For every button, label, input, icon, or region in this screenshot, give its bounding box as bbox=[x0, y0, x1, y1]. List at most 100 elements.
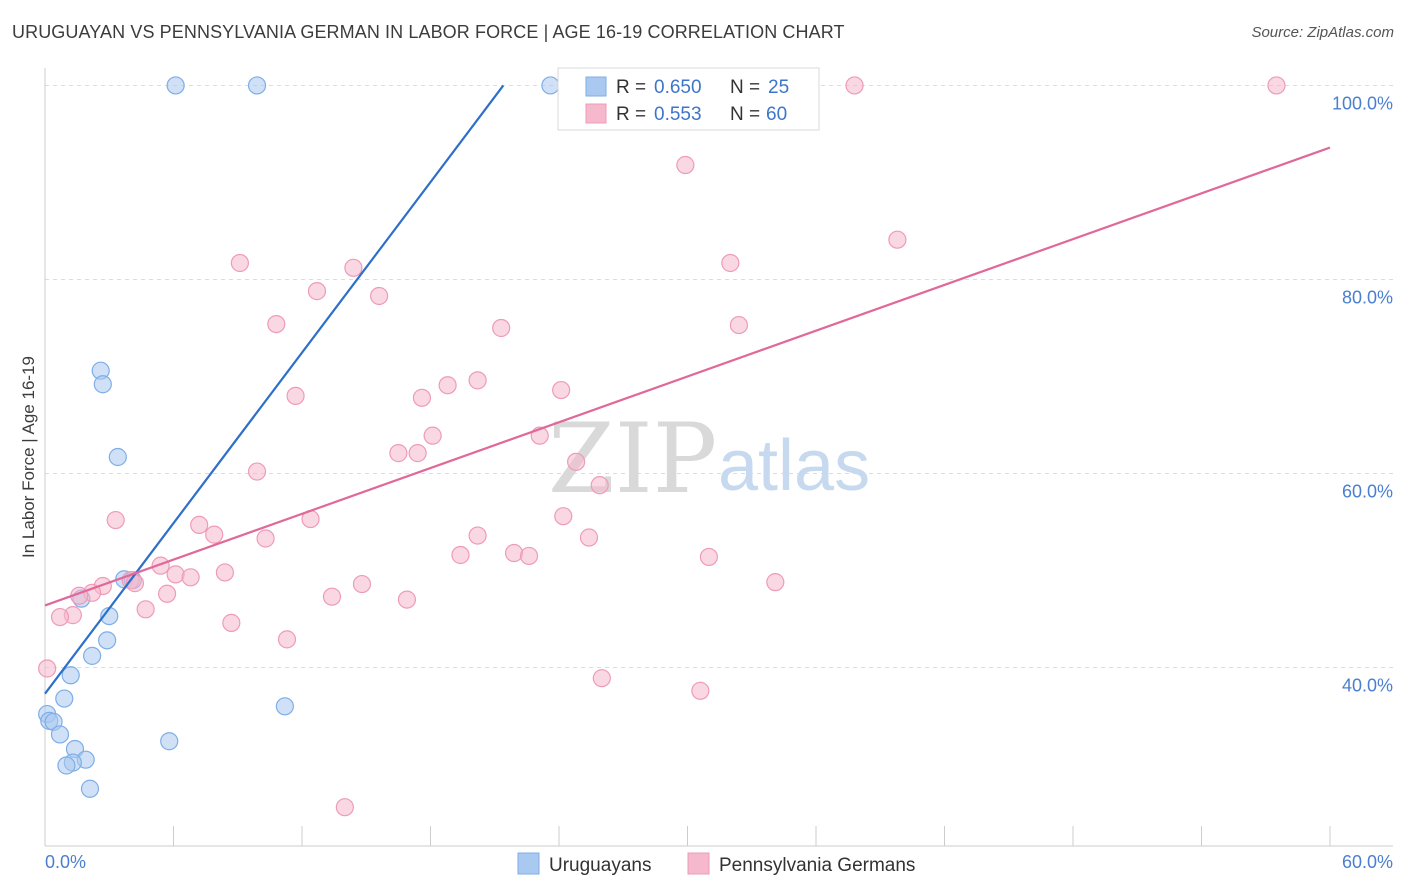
pennsylvania-germans-point-7 bbox=[344, 258, 363, 277]
y-tick-label-80: 80.0% bbox=[1342, 287, 1393, 307]
uruguayans-point-5 bbox=[108, 447, 127, 467]
pennsylvania-germans-point-6 bbox=[721, 253, 740, 273]
pennsylvania-germans-point-33 bbox=[451, 545, 470, 565]
pennsylvania-germans-point-53 bbox=[50, 607, 70, 627]
legend-r-value-uruguayans: 0.650 bbox=[654, 77, 702, 98]
pennsylvania-germans-point-37 bbox=[151, 556, 170, 575]
uruguayans-point-23 bbox=[57, 756, 76, 775]
legend-box: R = 0.650 N = 25 R = 0.553 N = 60 bbox=[557, 67, 820, 131]
bottom-legend-swatch-pennsylvania-germans bbox=[687, 852, 710, 875]
bottom-legend-swatch-uruguayans bbox=[517, 852, 540, 875]
pennsylvania-germans-point-30 bbox=[256, 529, 275, 548]
pennsylvania-germans-point-39 bbox=[181, 568, 200, 587]
pennsylvania-germans-point-10 bbox=[267, 314, 286, 334]
pennsylvania-germans-point-31 bbox=[468, 526, 487, 545]
pennsylvania-germans-point-9 bbox=[370, 286, 389, 306]
pennsylvania-germans-point-24 bbox=[590, 476, 609, 495]
pennsylvania-germans-point-58 bbox=[691, 681, 710, 700]
pennsylvania-germans-point-50 bbox=[397, 590, 417, 609]
pennsylvania-germans-points bbox=[38, 76, 1286, 817]
legend-swatch-uruguayans bbox=[585, 76, 607, 97]
uruguayans-point-11 bbox=[83, 646, 102, 665]
pennsylvania-germans-point-38 bbox=[166, 565, 185, 584]
pennsylvania-germans-point-35 bbox=[519, 546, 539, 566]
x-tick-label-max: 60.0% bbox=[1342, 852, 1393, 872]
pennsylvania-germans-point-22 bbox=[567, 452, 586, 471]
uruguayans-trend-line bbox=[44, 84, 505, 695]
pennsylvania-germans-point-3 bbox=[676, 155, 695, 175]
legend-r-value-pennsylvania-germans: 0.553 bbox=[654, 104, 702, 125]
pennsylvania-germans-trend-line bbox=[44, 146, 1331, 607]
y-axis-label: In Labor Force | Age 16-19 bbox=[19, 356, 38, 558]
bottom-legend-label-pennsylvania-germans: Pennsylvania Germans bbox=[719, 855, 915, 876]
pennsylvania-germans-point-34 bbox=[504, 543, 524, 563]
pennsylvania-germans-point-57 bbox=[592, 669, 611, 688]
y-tick-labels: 40.0% 60.0% 80.0% 100.0% bbox=[1332, 93, 1393, 695]
pennsylvania-germans-point-21 bbox=[408, 444, 427, 463]
y-tick-label-60: 60.0% bbox=[1342, 481, 1393, 501]
pennsylvania-germans-point-16 bbox=[412, 388, 432, 407]
pennsylvania-germans-point-26 bbox=[554, 507, 573, 526]
legend-n-label-uruguayans: N = bbox=[730, 77, 760, 98]
pennsylvania-germans-point-25 bbox=[106, 510, 125, 530]
pennsylvania-germans-point-40 bbox=[215, 563, 234, 582]
uruguayans-point-4 bbox=[93, 375, 112, 394]
pennsylvania-germans-point-18 bbox=[423, 426, 442, 445]
uruguayans-point-12 bbox=[61, 666, 80, 685]
pennsylvania-germans-point-32 bbox=[579, 528, 599, 547]
pennsylvania-germans-point-43 bbox=[352, 574, 372, 594]
bottom-legend-label-uruguayans: Uruguayans bbox=[549, 855, 651, 876]
uruguayans-point-18 bbox=[275, 697, 294, 716]
pennsylvania-germans-point-12 bbox=[729, 315, 749, 335]
pennsylvania-germans-point-54 bbox=[222, 613, 241, 632]
pennsylvania-germans-point-51 bbox=[136, 600, 155, 619]
pennsylvania-germans-point-2 bbox=[1267, 76, 1286, 95]
uruguayans-point-19 bbox=[160, 732, 179, 751]
pennsylvania-germans-point-55 bbox=[277, 630, 297, 649]
uruguayans-point-2 bbox=[541, 76, 560, 95]
legend-swatch-pennsylvania-germans bbox=[585, 103, 607, 124]
source-label: Source: ZipAtlas.com bbox=[1251, 24, 1394, 41]
bottom-legend: Uruguayans Pennsylvania Germans bbox=[517, 852, 915, 876]
pennsylvania-germans-point-49 bbox=[322, 587, 342, 606]
pennsylvania-germans-point-56 bbox=[38, 659, 57, 678]
pennsylvania-germans-point-4 bbox=[888, 230, 907, 249]
uruguayans-point-1 bbox=[247, 76, 267, 95]
pennsylvania-germans-point-44 bbox=[766, 573, 785, 592]
uruguayans-point-24 bbox=[80, 779, 100, 798]
pennsylvania-germans-point-14 bbox=[438, 376, 457, 395]
pennsylvania-germans-point-17 bbox=[286, 386, 305, 405]
gridlines bbox=[45, 84, 1393, 669]
legend-n-value-pennsylvania-germans: 60 bbox=[766, 104, 787, 125]
pennsylvania-germans-point-29 bbox=[205, 525, 224, 544]
x-tick-marks bbox=[173, 826, 1331, 846]
pennsylvania-germans-point-59 bbox=[335, 798, 354, 817]
x-tick-label-min: 0.0% bbox=[45, 852, 86, 872]
pennsylvania-germans-point-1 bbox=[845, 76, 864, 95]
trend-lines bbox=[44, 84, 1331, 695]
pennsylvania-germans-point-23 bbox=[247, 462, 267, 481]
pennsylvania-germans-point-5 bbox=[230, 253, 249, 273]
uruguayans-point-10 bbox=[98, 631, 117, 650]
uruguayans-points bbox=[38, 76, 560, 798]
y-tick-label-40: 40.0% bbox=[1342, 676, 1393, 696]
legend-n-value-uruguayans: 25 bbox=[768, 77, 789, 98]
pennsylvania-germans-point-13 bbox=[468, 371, 487, 390]
uruguayans-point-17 bbox=[50, 725, 70, 744]
pennsylvania-germans-point-28 bbox=[190, 515, 209, 535]
legend-r-label-pennsylvania-germans: R = bbox=[616, 104, 646, 125]
pennsylvania-germans-point-36 bbox=[699, 547, 719, 567]
pennsylvania-germans-point-11 bbox=[492, 318, 511, 338]
legend-r-label-uruguayans: R = bbox=[616, 77, 646, 98]
legend-n-label-pennsylvania-germans: N = bbox=[730, 104, 760, 125]
pennsylvania-germans-point-48 bbox=[157, 584, 177, 603]
uruguayans-point-13 bbox=[55, 689, 74, 708]
pennsylvania-germans-point-15 bbox=[552, 380, 571, 400]
y-tick-label-100: 100.0% bbox=[1332, 93, 1393, 113]
chart-title: URUGUAYAN VS PENNSYLVANIA GERMAN IN LABO… bbox=[12, 22, 845, 42]
uruguayans-point-0 bbox=[166, 76, 185, 95]
pennsylvania-germans-point-8 bbox=[307, 282, 327, 301]
watermark-atlas: atlas bbox=[718, 426, 870, 506]
pennsylvania-germans-point-20 bbox=[389, 444, 408, 463]
